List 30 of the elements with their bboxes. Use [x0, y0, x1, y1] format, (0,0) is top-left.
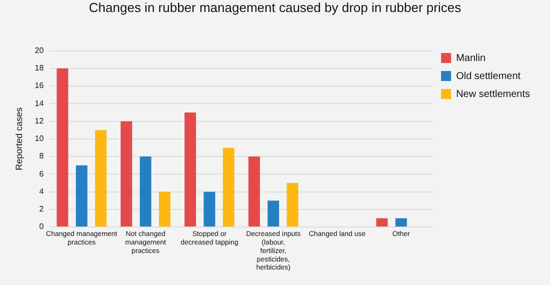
y-axis-title: Reported cases — [14, 106, 24, 170]
bar — [222, 148, 234, 226]
y-tick-label: 0 — [39, 222, 44, 232]
y-tick-label: 6 — [39, 169, 44, 178]
bar — [248, 156, 260, 226]
legend-label: Manlin — [456, 52, 486, 64]
bar — [376, 218, 388, 226]
y-tick-label: 18 — [34, 64, 44, 73]
bar — [158, 192, 170, 226]
bar — [184, 112, 196, 226]
y-tick-label: 12 — [34, 116, 44, 126]
bar — [395, 218, 407, 226]
y-tick-label: 4 — [39, 186, 44, 196]
bar — [120, 121, 132, 226]
bar — [268, 200, 280, 226]
bar — [286, 182, 298, 226]
y-tick-label: 20 — [34, 46, 44, 56]
y-tick-label: 2 — [39, 204, 44, 214]
bar — [204, 192, 216, 226]
legend-label: Old settlement — [456, 70, 521, 82]
y-tick-label: 8 — [39, 152, 44, 161]
y-tick-label: 14 — [34, 98, 44, 108]
chart-title: Changes in rubber management caused by drop in rubber prices — [88, 0, 462, 17]
bar — [95, 130, 107, 226]
bar — [56, 68, 68, 226]
y-tick-label: 16 — [34, 81, 44, 90]
y-tick-label: 10 — [34, 134, 44, 144]
legend-label: New settlements — [456, 88, 530, 100]
bar — [76, 165, 88, 226]
bar — [140, 156, 152, 226]
